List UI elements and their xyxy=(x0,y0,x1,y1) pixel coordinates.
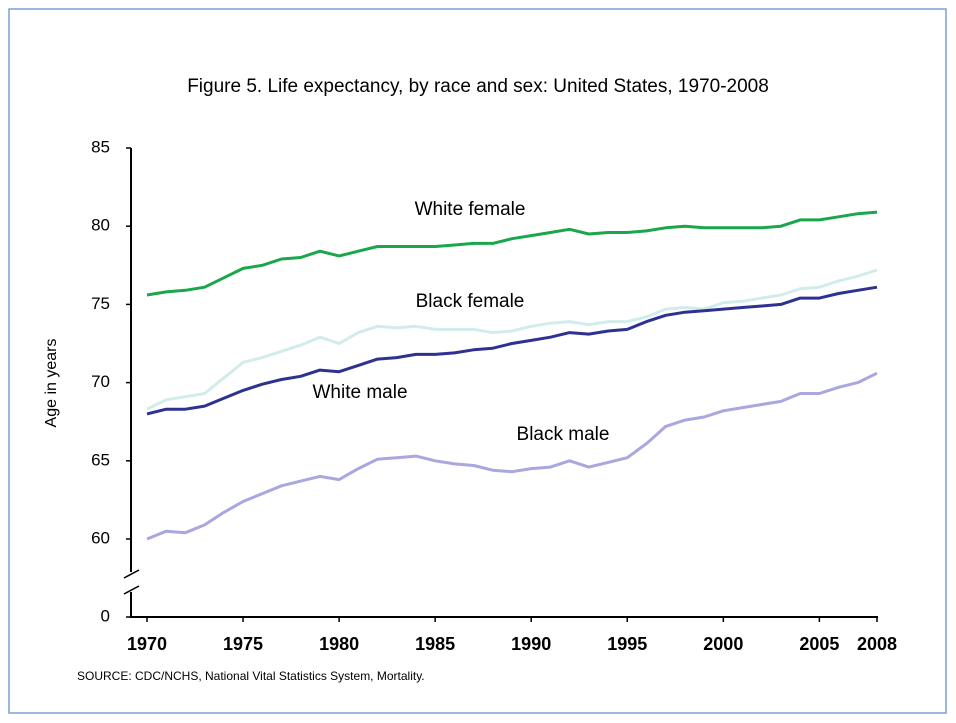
series-label: White female xyxy=(415,199,526,220)
series-label: Black male xyxy=(517,424,610,445)
series-line xyxy=(146,268,878,411)
x-tick-label: 2000 xyxy=(703,634,743,654)
y-tick-label: 65 xyxy=(91,450,110,469)
x-tick-label: 1995 xyxy=(607,634,647,654)
y-tick-label: 60 xyxy=(91,528,110,547)
axis-break xyxy=(123,585,140,595)
x-tick-label: 2008 xyxy=(857,634,897,654)
series-line xyxy=(146,285,878,416)
x-tick-label: 1975 xyxy=(223,634,263,654)
x-tick-label: 2005 xyxy=(799,634,839,654)
series-line xyxy=(146,371,878,541)
x-tick-label: 1985 xyxy=(415,634,455,654)
series-line xyxy=(146,210,878,297)
series-label: Black female xyxy=(416,291,525,312)
frame xyxy=(8,8,947,714)
x-tick-label: 1970 xyxy=(127,634,167,654)
y-tick-label: 85 xyxy=(91,137,110,156)
y-tick-label: 75 xyxy=(91,294,110,313)
series-label: White male xyxy=(312,382,407,403)
y-tick-label: 80 xyxy=(91,216,110,235)
y-tick-label: 0 xyxy=(101,606,110,625)
source-note: SOURCE: CDC/NCHS, National Vital Statist… xyxy=(77,669,425,683)
y-axis-label: Age in years xyxy=(43,339,60,428)
axis-break xyxy=(123,569,140,579)
x-tick-label: 1990 xyxy=(511,634,551,654)
y-tick-label: 70 xyxy=(91,372,110,391)
chart-title: Figure 5. Life expectancy, by race and s… xyxy=(187,76,769,97)
x-tick-label: 1980 xyxy=(319,634,359,654)
